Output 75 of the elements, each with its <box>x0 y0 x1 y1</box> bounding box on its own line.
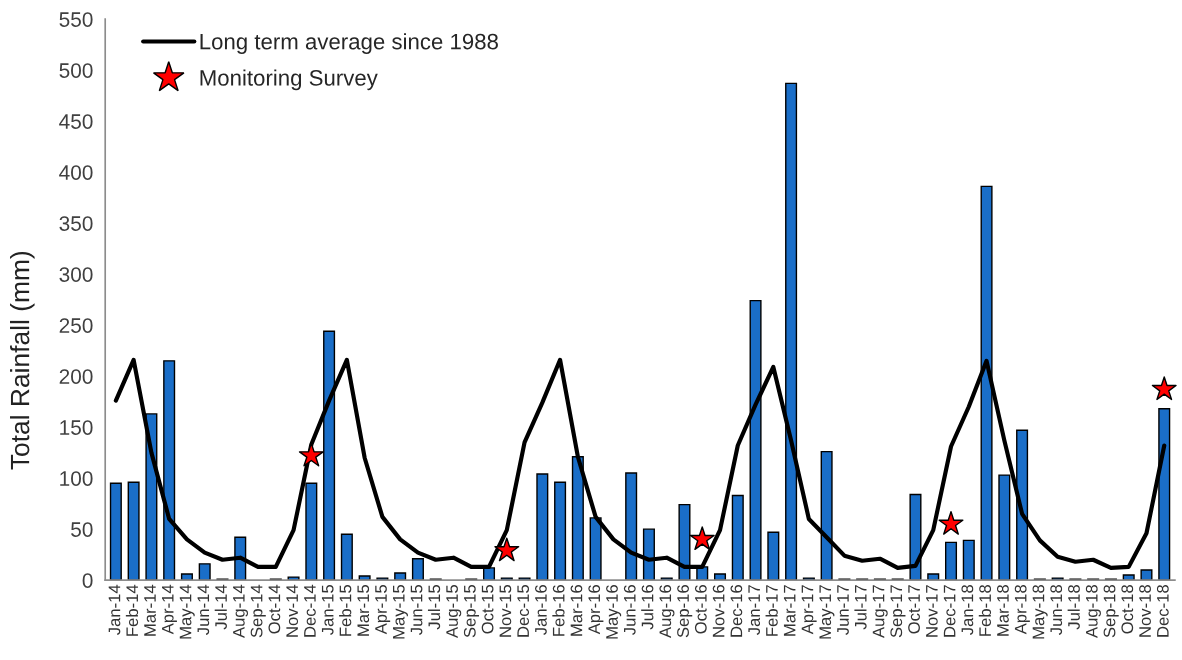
y-tick-label: 250 <box>59 318 93 333</box>
x-tick-label: Nov-18 <box>1139 585 1151 637</box>
x-tick-label: May-18 <box>1032 585 1048 639</box>
y-tick-label: 350 <box>59 216 93 231</box>
x-tick-label: Aug-17 <box>872 585 888 639</box>
x-tick-label: Sep-15 <box>463 585 480 638</box>
x-tick-label: Apr-18 <box>1014 585 1030 635</box>
x-tick-label: Jun-16 <box>623 585 636 635</box>
x-tick-label: Feb-16 <box>552 585 565 636</box>
x-tick-label: Jun-17 <box>837 585 849 635</box>
y-tick-label: 500 <box>59 63 93 78</box>
x-tick-label: Aug-18 <box>1085 585 1101 639</box>
x-tick-label: Mar-18 <box>996 585 1009 636</box>
x-tick-label: Jul-14 <box>214 584 227 630</box>
y-tick-label: 200 <box>59 369 93 384</box>
x-tick-label: May-14 <box>179 584 195 639</box>
y-tick-label: 300 <box>59 267 93 282</box>
x-tick-label: Jan-18 <box>961 585 974 635</box>
x-tick-label: Jun-18 <box>1050 585 1063 635</box>
x-tick-label: Sep-18 <box>1103 585 1119 638</box>
y-axis-title: Total Rainfall (mm) <box>10 251 35 470</box>
x-tick-label: Dec-16 <box>730 585 743 637</box>
y-tick-label: 550 <box>59 12 93 27</box>
x-tick-label: Sep-14 <box>250 584 266 638</box>
x-tick-label: Feb-14 <box>125 584 139 636</box>
legend-label: Long term average since 1988 <box>200 33 498 54</box>
x-tick-label: May-15 <box>393 585 408 639</box>
x-tick-label: Dec-14 <box>304 584 316 637</box>
x-tick-label: Mar-15 <box>357 585 370 636</box>
x-tick-label: Apr-14 <box>162 584 177 635</box>
x-tick-label: Oct-18 <box>1121 585 1134 634</box>
y-tick-label: 400 <box>59 165 93 180</box>
x-tick-label: Jan-15 <box>321 585 334 635</box>
x-tick-label: Sep-16 <box>677 585 693 638</box>
x-tick-label: Jul-17 <box>854 585 867 630</box>
x-tick-label: Jul-15 <box>427 585 441 630</box>
x-tick-label: Aug-14 <box>233 584 249 639</box>
x-tick-label: Jun-15 <box>410 585 423 635</box>
x-tick-label: Nov-15 <box>499 585 512 637</box>
x-tick-label: Dec-17 <box>943 585 956 637</box>
x-tick-label: Mar-17 <box>783 585 796 636</box>
x-tick-label: Jan-16 <box>534 585 547 635</box>
x-tick-label: Apr-15 <box>375 585 391 635</box>
x-tick-label: Nov-17 <box>926 585 938 637</box>
x-tick-label: Aug-16 <box>659 585 675 639</box>
y-tick-label: 150 <box>60 420 93 435</box>
x-tick-label: Oct-17 <box>908 585 920 634</box>
x-tick-label: May-16 <box>606 585 622 639</box>
x-tick-label: Mar-16 <box>570 585 583 636</box>
x-tick-label: Dec-18 <box>1156 585 1169 637</box>
x-tick-label: Jul-18 <box>1067 585 1080 630</box>
x-tick-label: Sep-17 <box>890 585 906 638</box>
x-tick-label: Jan-17 <box>748 585 761 635</box>
x-tick-label: Aug-15 <box>446 585 462 639</box>
x-tick-label: Jan-14 <box>108 584 121 635</box>
x-tick-label: Oct-14 <box>268 584 281 634</box>
x-tick-label: Apr-16 <box>588 585 604 635</box>
x-tick-label: May-17 <box>819 585 835 639</box>
x-tick-label: Jul-16 <box>641 585 654 630</box>
x-tick-label: Mar-14 <box>144 584 156 636</box>
x-tick-label: Dec-15 <box>517 585 530 637</box>
y-tick-label: 450 <box>59 114 93 129</box>
y-tick-label: 0 <box>82 573 93 588</box>
legend-label: Monitoring Survey <box>200 69 378 91</box>
x-tick-label: Jun-14 <box>197 584 210 635</box>
x-tick-label: Oct-16 <box>694 585 707 634</box>
y-tick-label: 100 <box>60 471 93 486</box>
x-tick-label: Feb-18 <box>978 585 992 636</box>
x-tick-label: Nov-16 <box>712 585 725 637</box>
y-tick-label: 50 <box>71 522 93 537</box>
x-tick-label: Feb-17 <box>765 585 778 636</box>
x-tick-label: Nov-14 <box>286 584 299 637</box>
x-tick-label: Feb-15 <box>339 585 352 636</box>
x-tick-label: Apr-17 <box>801 585 817 635</box>
x-tick-label: Oct-15 <box>481 585 494 634</box>
